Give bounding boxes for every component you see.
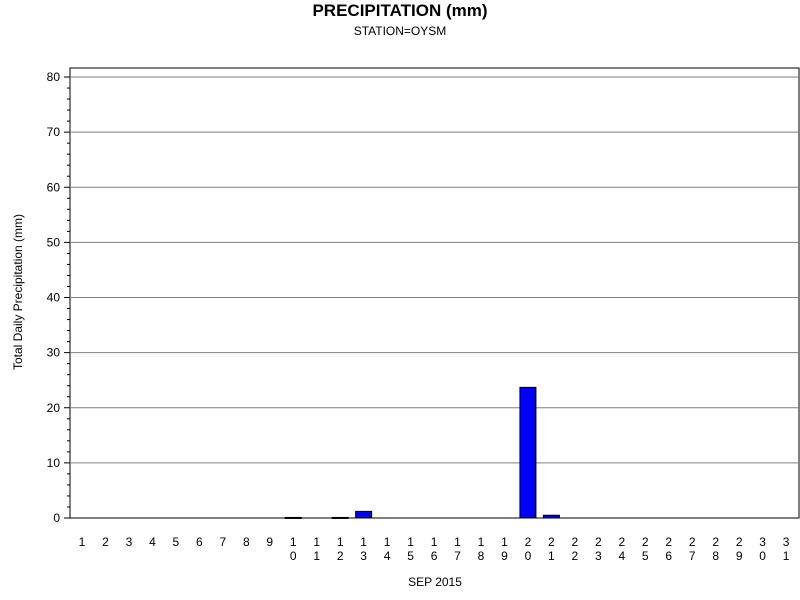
x-tick-label: 1 xyxy=(454,535,461,549)
x-tick-label: 1 xyxy=(79,535,86,549)
x-tick-label: 1 xyxy=(384,535,391,549)
x-tick-label: 2 xyxy=(665,535,672,549)
x-tick-label: 2 xyxy=(642,535,649,549)
x-tick-label: 1 xyxy=(360,535,367,549)
x-tick-label: 1 xyxy=(478,535,485,549)
x-axis-label: SEP 2015 xyxy=(408,575,462,589)
x-tick-label: 5 xyxy=(407,549,414,563)
x-tick-label: 6 xyxy=(665,549,672,563)
plot-area xyxy=(69,67,800,519)
x-tick-label: 2 xyxy=(736,535,743,549)
x-tick-label: 8 xyxy=(712,549,719,563)
x-tick-label: 2 xyxy=(102,535,109,549)
x-tick-label: 4 xyxy=(149,535,156,549)
chart-subtitle: STATION=OYSM xyxy=(353,24,447,38)
x-tick-label: 9 xyxy=(736,549,743,563)
x-tick-label: 8 xyxy=(243,535,250,549)
x-tick-label: 1 xyxy=(313,535,320,549)
x-tick-label: 3 xyxy=(783,535,790,549)
x-tick-label: 1 xyxy=(313,549,320,563)
x-tick-label: 0 xyxy=(759,549,766,563)
y-tick-label: 10 xyxy=(47,456,61,470)
x-tick-label: 7 xyxy=(689,549,696,563)
x-tick-label: 1 xyxy=(290,535,297,549)
x-tick-label: 3 xyxy=(759,535,766,549)
x-tick-label: 4 xyxy=(384,549,391,563)
x-tick-label: 9 xyxy=(266,535,273,549)
x-tick-label: 2 xyxy=(525,535,532,549)
y-axis: 0 10 20 30 40 50 60 70 80 xyxy=(47,70,70,525)
bar-day-20 xyxy=(519,386,537,519)
y-axis-label: Total Daily Precipitation (mm) xyxy=(11,214,25,370)
x-tick-label: 2 xyxy=(689,535,696,549)
x-tick-label: 3 xyxy=(360,549,367,563)
bar-day-13 xyxy=(355,510,373,519)
x-axis: 1 2 3 4 5 6 7 8 9 1011121314151617181920212223242… xyxy=(79,535,790,563)
x-tick-label: 1 xyxy=(783,549,790,563)
x-tick-label: 6 xyxy=(196,535,203,549)
y-tick-label: 30 xyxy=(47,346,61,360)
x-tick-label: 2 xyxy=(712,535,719,549)
x-tick-label: 1 xyxy=(548,549,555,563)
x-tick-label: 1 xyxy=(407,535,414,549)
bars xyxy=(284,386,560,519)
y-tick-label: 50 xyxy=(47,235,61,249)
x-tick-label: 2 xyxy=(572,535,579,549)
gridlines xyxy=(70,76,799,464)
x-tick-label: 3 xyxy=(595,549,602,563)
x-tick-label: 2 xyxy=(618,535,625,549)
bar-day-10 xyxy=(284,516,302,519)
x-tick-label: 9 xyxy=(501,549,508,563)
bar-day-12 xyxy=(331,516,349,519)
x-tick-label: 2 xyxy=(595,535,602,549)
x-tick-label: 1 xyxy=(431,535,438,549)
x-tick-label: 5 xyxy=(642,549,649,563)
y-tick-label: 70 xyxy=(47,125,61,139)
x-tick-label: 7 xyxy=(219,535,226,549)
y-tick-label: 60 xyxy=(47,180,61,194)
x-tick-label: 5 xyxy=(173,535,180,549)
x-tick-label: 3 xyxy=(126,535,133,549)
chart-title: PRECIPITATION (mm) xyxy=(312,1,488,20)
x-tick-label: 1 xyxy=(337,535,344,549)
x-tick-label: 2 xyxy=(337,549,344,563)
y-tick-label: 20 xyxy=(47,401,61,415)
x-tick-label: 2 xyxy=(548,535,555,549)
x-tick-label: 0 xyxy=(525,549,532,563)
x-tick-label: 7 xyxy=(454,549,461,563)
x-tick-label: 6 xyxy=(431,549,438,563)
x-tick-label: 4 xyxy=(618,549,625,563)
x-tick-label: 8 xyxy=(478,549,485,563)
x-tick-label: 2 xyxy=(572,549,579,563)
x-tick-label: 0 xyxy=(290,549,297,563)
y-tick-label: 40 xyxy=(47,291,61,305)
y-tick-label: 0 xyxy=(53,511,60,525)
bar-day-21 xyxy=(542,514,560,519)
y-tick-label: 80 xyxy=(47,70,61,84)
x-tick-label: 1 xyxy=(501,535,508,549)
